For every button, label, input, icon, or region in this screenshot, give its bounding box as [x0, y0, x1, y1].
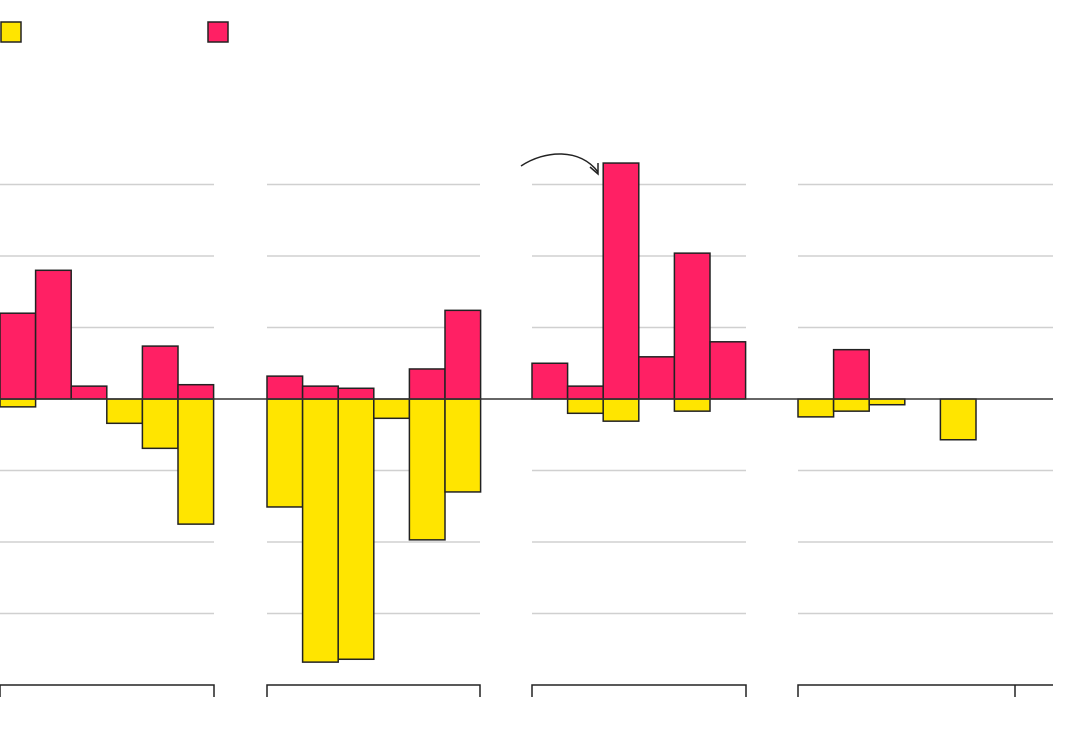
- annotation-arrowhead: [589, 163, 599, 176]
- bar: [106, 398, 144, 425]
- bar: [602, 398, 640, 422]
- bar: [0, 398, 37, 408]
- bar: [832, 398, 870, 412]
- bar: [408, 398, 446, 541]
- bar: [797, 398, 835, 418]
- bar: [266, 375, 304, 400]
- bar: [531, 362, 569, 400]
- bar: [266, 398, 304, 508]
- bar: [177, 398, 215, 525]
- bar: [373, 398, 411, 420]
- bar: [566, 385, 604, 400]
- legend-swatch: [207, 21, 229, 43]
- bar: [444, 398, 482, 493]
- bar: [408, 368, 446, 400]
- bar: [337, 387, 375, 400]
- bar: [34, 269, 72, 400]
- bar: [673, 398, 711, 412]
- bar: [70, 385, 108, 400]
- bar: [0, 312, 37, 400]
- bar: [177, 383, 215, 400]
- bar: [301, 385, 339, 400]
- bar: [301, 398, 339, 663]
- bar: [602, 162, 640, 400]
- bar: [141, 398, 179, 450]
- bar: [444, 309, 482, 400]
- bar: [868, 398, 906, 406]
- bar: [939, 398, 977, 441]
- legend: [0, 21, 229, 43]
- x-axis-bracket: [797, 684, 1053, 697]
- bar: [566, 398, 604, 415]
- bar: [709, 341, 747, 400]
- bar: [141, 345, 179, 400]
- legend-swatch: [0, 21, 22, 43]
- bar: [832, 348, 870, 400]
- x-axis-bracket: [531, 684, 747, 697]
- x-axis-bracket: [266, 684, 481, 697]
- bar: [337, 398, 375, 661]
- annotation-arrow: [520, 153, 599, 173]
- bar: [638, 356, 676, 400]
- x-axis-bracket: [0, 684, 215, 697]
- bar: [673, 252, 711, 400]
